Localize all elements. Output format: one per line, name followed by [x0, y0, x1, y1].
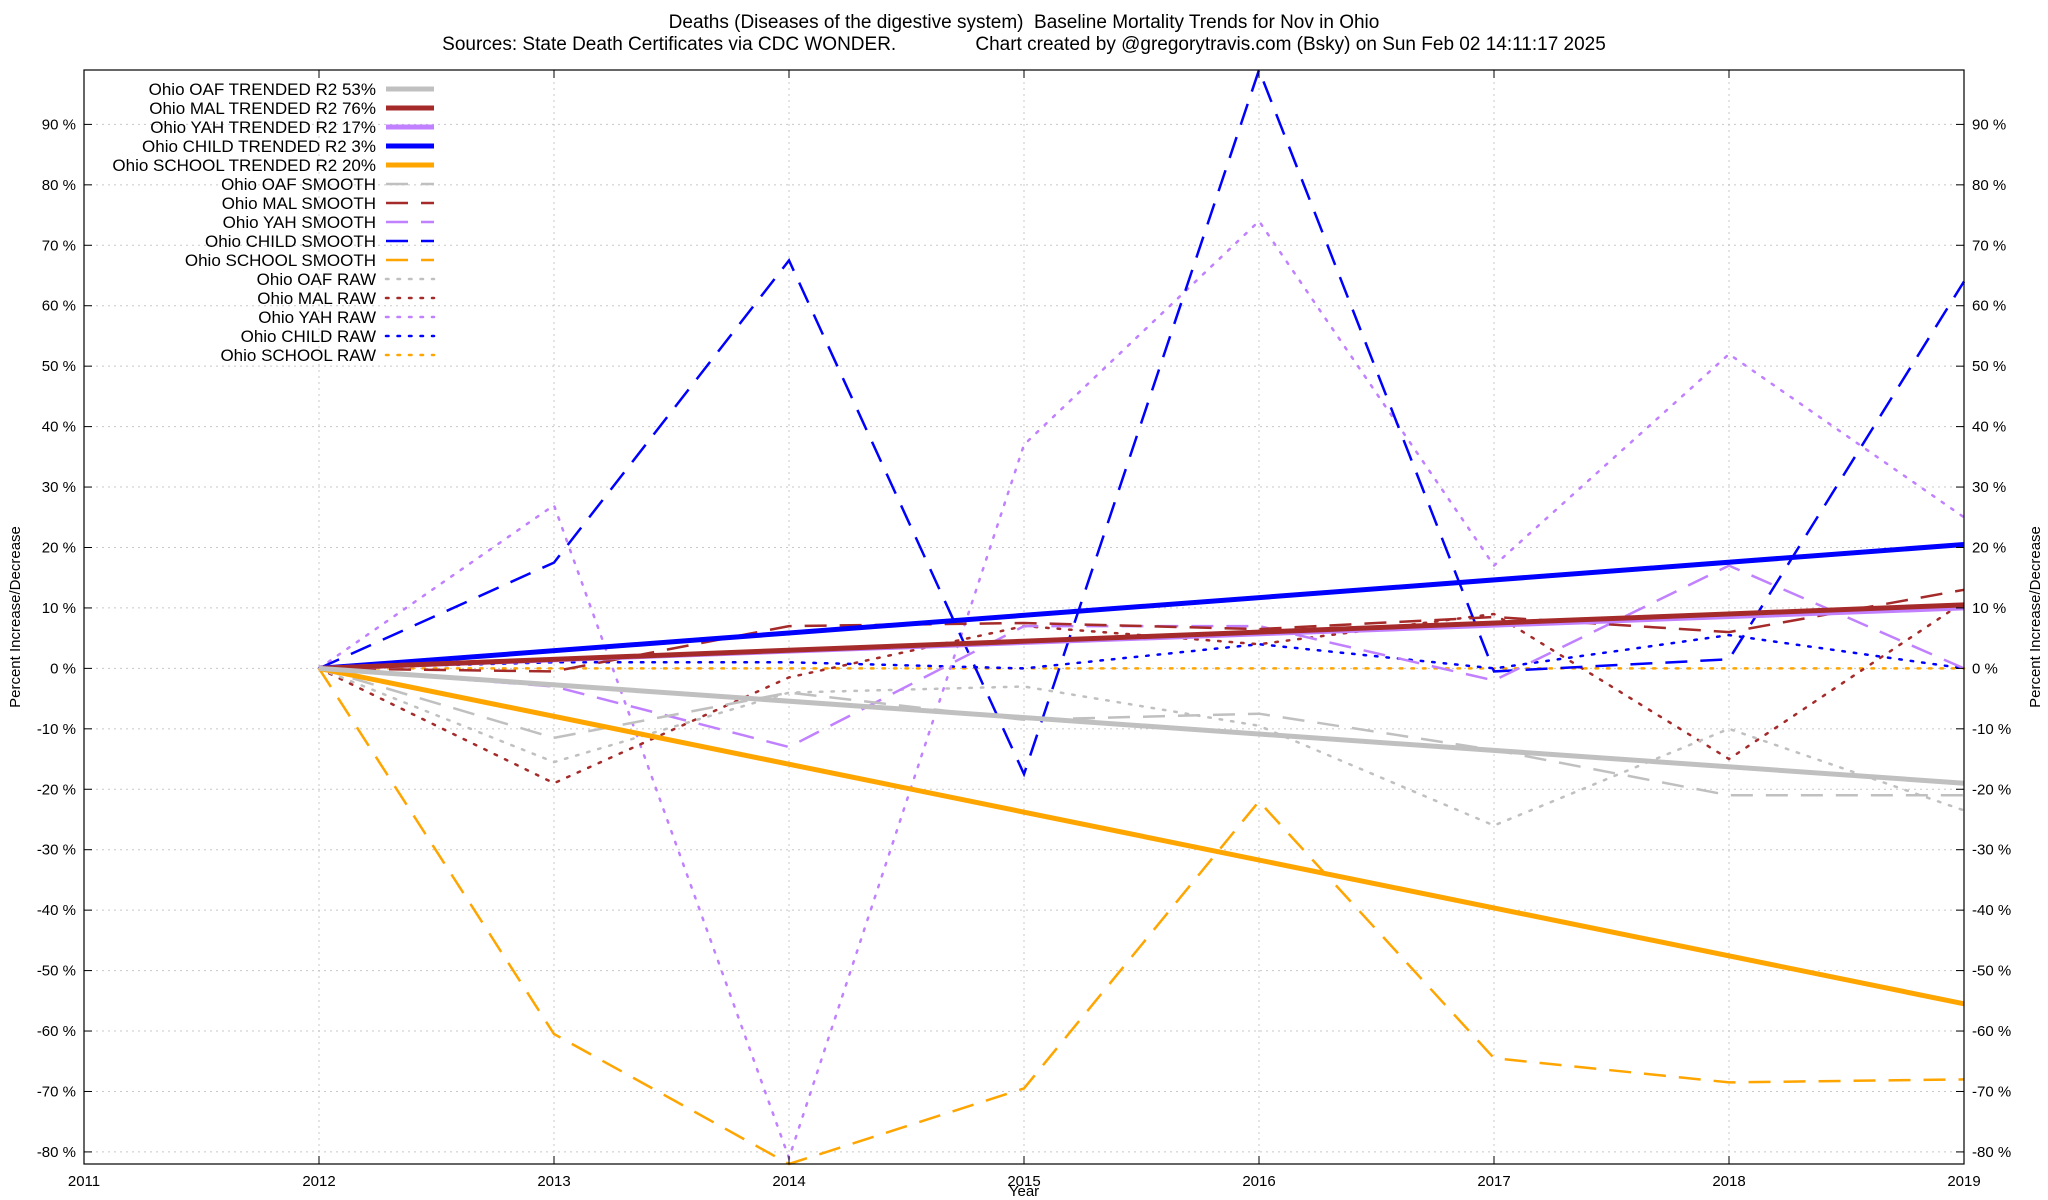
y-tick-label: -10 % — [37, 721, 76, 738]
legend-entry-label: Ohio CHILD RAW — [241, 327, 376, 346]
y-tick-label: 0 % — [50, 660, 76, 677]
y-tick-label: 80 % — [42, 177, 76, 194]
x-axis-label: Year — [1009, 1183, 1039, 1200]
legend-entry-label: Ohio OAF TRENDED R2 53% — [149, 80, 376, 99]
y2-tick-label: 50 % — [1972, 358, 2006, 375]
x-tick-label: 2018 — [1712, 1173, 1745, 1190]
y2-tick-label: -30 % — [1972, 842, 2011, 859]
legend: Ohio OAF TRENDED R2 53%Ohio MAL TRENDED … — [112, 80, 436, 365]
x-tick-label: 2011 — [68, 1173, 100, 1190]
series-line-ohio-yah-raw — [317, 219, 1966, 1162]
y2-tick-label: 10 % — [1972, 600, 2006, 617]
y-tick-label: 90 % — [42, 116, 76, 133]
legend-entry-label: Ohio YAH RAW — [258, 308, 376, 327]
series-line-ohio-mal-raw — [317, 600, 1966, 785]
y2-tick-label: -50 % — [1972, 963, 2011, 980]
y2-tick-label: 40 % — [1972, 419, 2006, 436]
y-tick-label: 40 % — [42, 419, 76, 436]
y2-axis-label: Percent Increase/Decrease — [2027, 526, 2044, 708]
y-tick-label: -60 % — [37, 1023, 76, 1040]
y2-tick-label: 70 % — [1972, 237, 2006, 254]
series-line-ohio-oaf-trended-r2-53 — [318, 665, 1965, 786]
legend-entry-label: Ohio SCHOOL TRENDED R2 20% — [112, 156, 376, 175]
y-tick-label: 60 % — [42, 298, 76, 315]
legend-entry-label: Ohio MAL SMOOTH — [222, 194, 376, 213]
chart-subtitle: Sources: State Death Certificates via CD… — [442, 34, 1606, 55]
series-line-ohio-school-trended-r2-20 — [318, 665, 1965, 1007]
y-tick-label: -80 % — [37, 1144, 76, 1161]
y2-tick-label: 60 % — [1972, 298, 2006, 315]
tick-layer: 2011 2012 2013 2014 2015 2016 2017 2018 2019 -80 … — [37, 70, 2011, 1190]
series-line-ohio-oaf-raw — [317, 667, 1966, 827]
series-line-ohio-school-smooth — [317, 667, 1965, 1166]
y-tick-label: 70 % — [42, 237, 76, 254]
legend-entry-label: Ohio MAL TRENDED R2 76% — [149, 99, 376, 118]
y-axis-label: Percent Increase/Decrease — [7, 526, 24, 708]
y2-tick-label: 30 % — [1972, 479, 2006, 496]
y-tick-label: 20 % — [42, 539, 76, 556]
legend-entry-label: Ohio OAF RAW — [257, 270, 376, 289]
y-tick-label: -20 % — [37, 781, 76, 798]
y2-tick-label: 0 % — [1972, 660, 1998, 677]
series-line-ohio-child-trended-r2-3 — [318, 542, 1965, 671]
y-tick-label: -50 % — [37, 963, 76, 980]
y-tick-label: 10 % — [42, 600, 76, 617]
series-line-ohio-mal-trended-r2-76 — [318, 602, 1965, 671]
legend-entry-label: Ohio CHILD SMOOTH — [205, 232, 376, 251]
legend-entry-label: Ohio SCHOOL RAW — [220, 346, 376, 365]
legend-entry-label: Ohio MAL RAW — [257, 289, 376, 308]
y2-tick-label: 20 % — [1972, 539, 2006, 556]
y2-tick-label: 80 % — [1972, 177, 2006, 194]
y2-tick-label: -40 % — [1972, 902, 2011, 919]
y2-tick-label: -70 % — [1972, 1083, 2011, 1100]
x-tick-label: 2012 — [302, 1173, 335, 1190]
x-tick-label: 2016 — [1242, 1173, 1275, 1190]
y2-tick-label: -10 % — [1972, 721, 2011, 738]
y2-tick-label: -20 % — [1972, 781, 2011, 798]
y2-tick-label: -80 % — [1972, 1144, 2011, 1161]
chart-title: Deaths (Diseases of the digestive system… — [668, 12, 1380, 33]
legend-entry-label: Ohio CHILD TRENDED R2 3% — [142, 137, 376, 156]
x-tick-label: 2017 — [1477, 1173, 1510, 1190]
y-tick-label: -70 % — [37, 1083, 76, 1100]
y-tick-label: -30 % — [37, 842, 76, 859]
y2-tick-label: 90 % — [1972, 116, 2006, 133]
series-line-ohio-oaf-smooth — [318, 667, 1964, 797]
legend-entry-label: Ohio YAH SMOOTH — [223, 213, 376, 232]
x-tick-label: 2015 — [1007, 1173, 1040, 1190]
legend-entry-label: Ohio SCHOOL SMOOTH — [185, 251, 376, 270]
series-line-ohio-child-smooth — [318, 66, 1966, 778]
series-layer — [317, 66, 1966, 1166]
legend-entry-label: Ohio YAH TRENDED R2 17% — [150, 118, 376, 137]
x-tick-label: 2014 — [772, 1173, 805, 1190]
x-tick-label: 2013 — [537, 1173, 570, 1190]
y-tick-label: 50 % — [42, 358, 76, 375]
y-tick-label: 30 % — [42, 479, 76, 496]
x-tick-label: 2019 — [1947, 1173, 1980, 1190]
y2-tick-label: -60 % — [1972, 1023, 2011, 1040]
y-tick-label: -40 % — [37, 902, 76, 919]
legend-entry-label: Ohio OAF SMOOTH — [221, 175, 376, 194]
series-line-ohio-mal-smooth — [318, 588, 1965, 673]
